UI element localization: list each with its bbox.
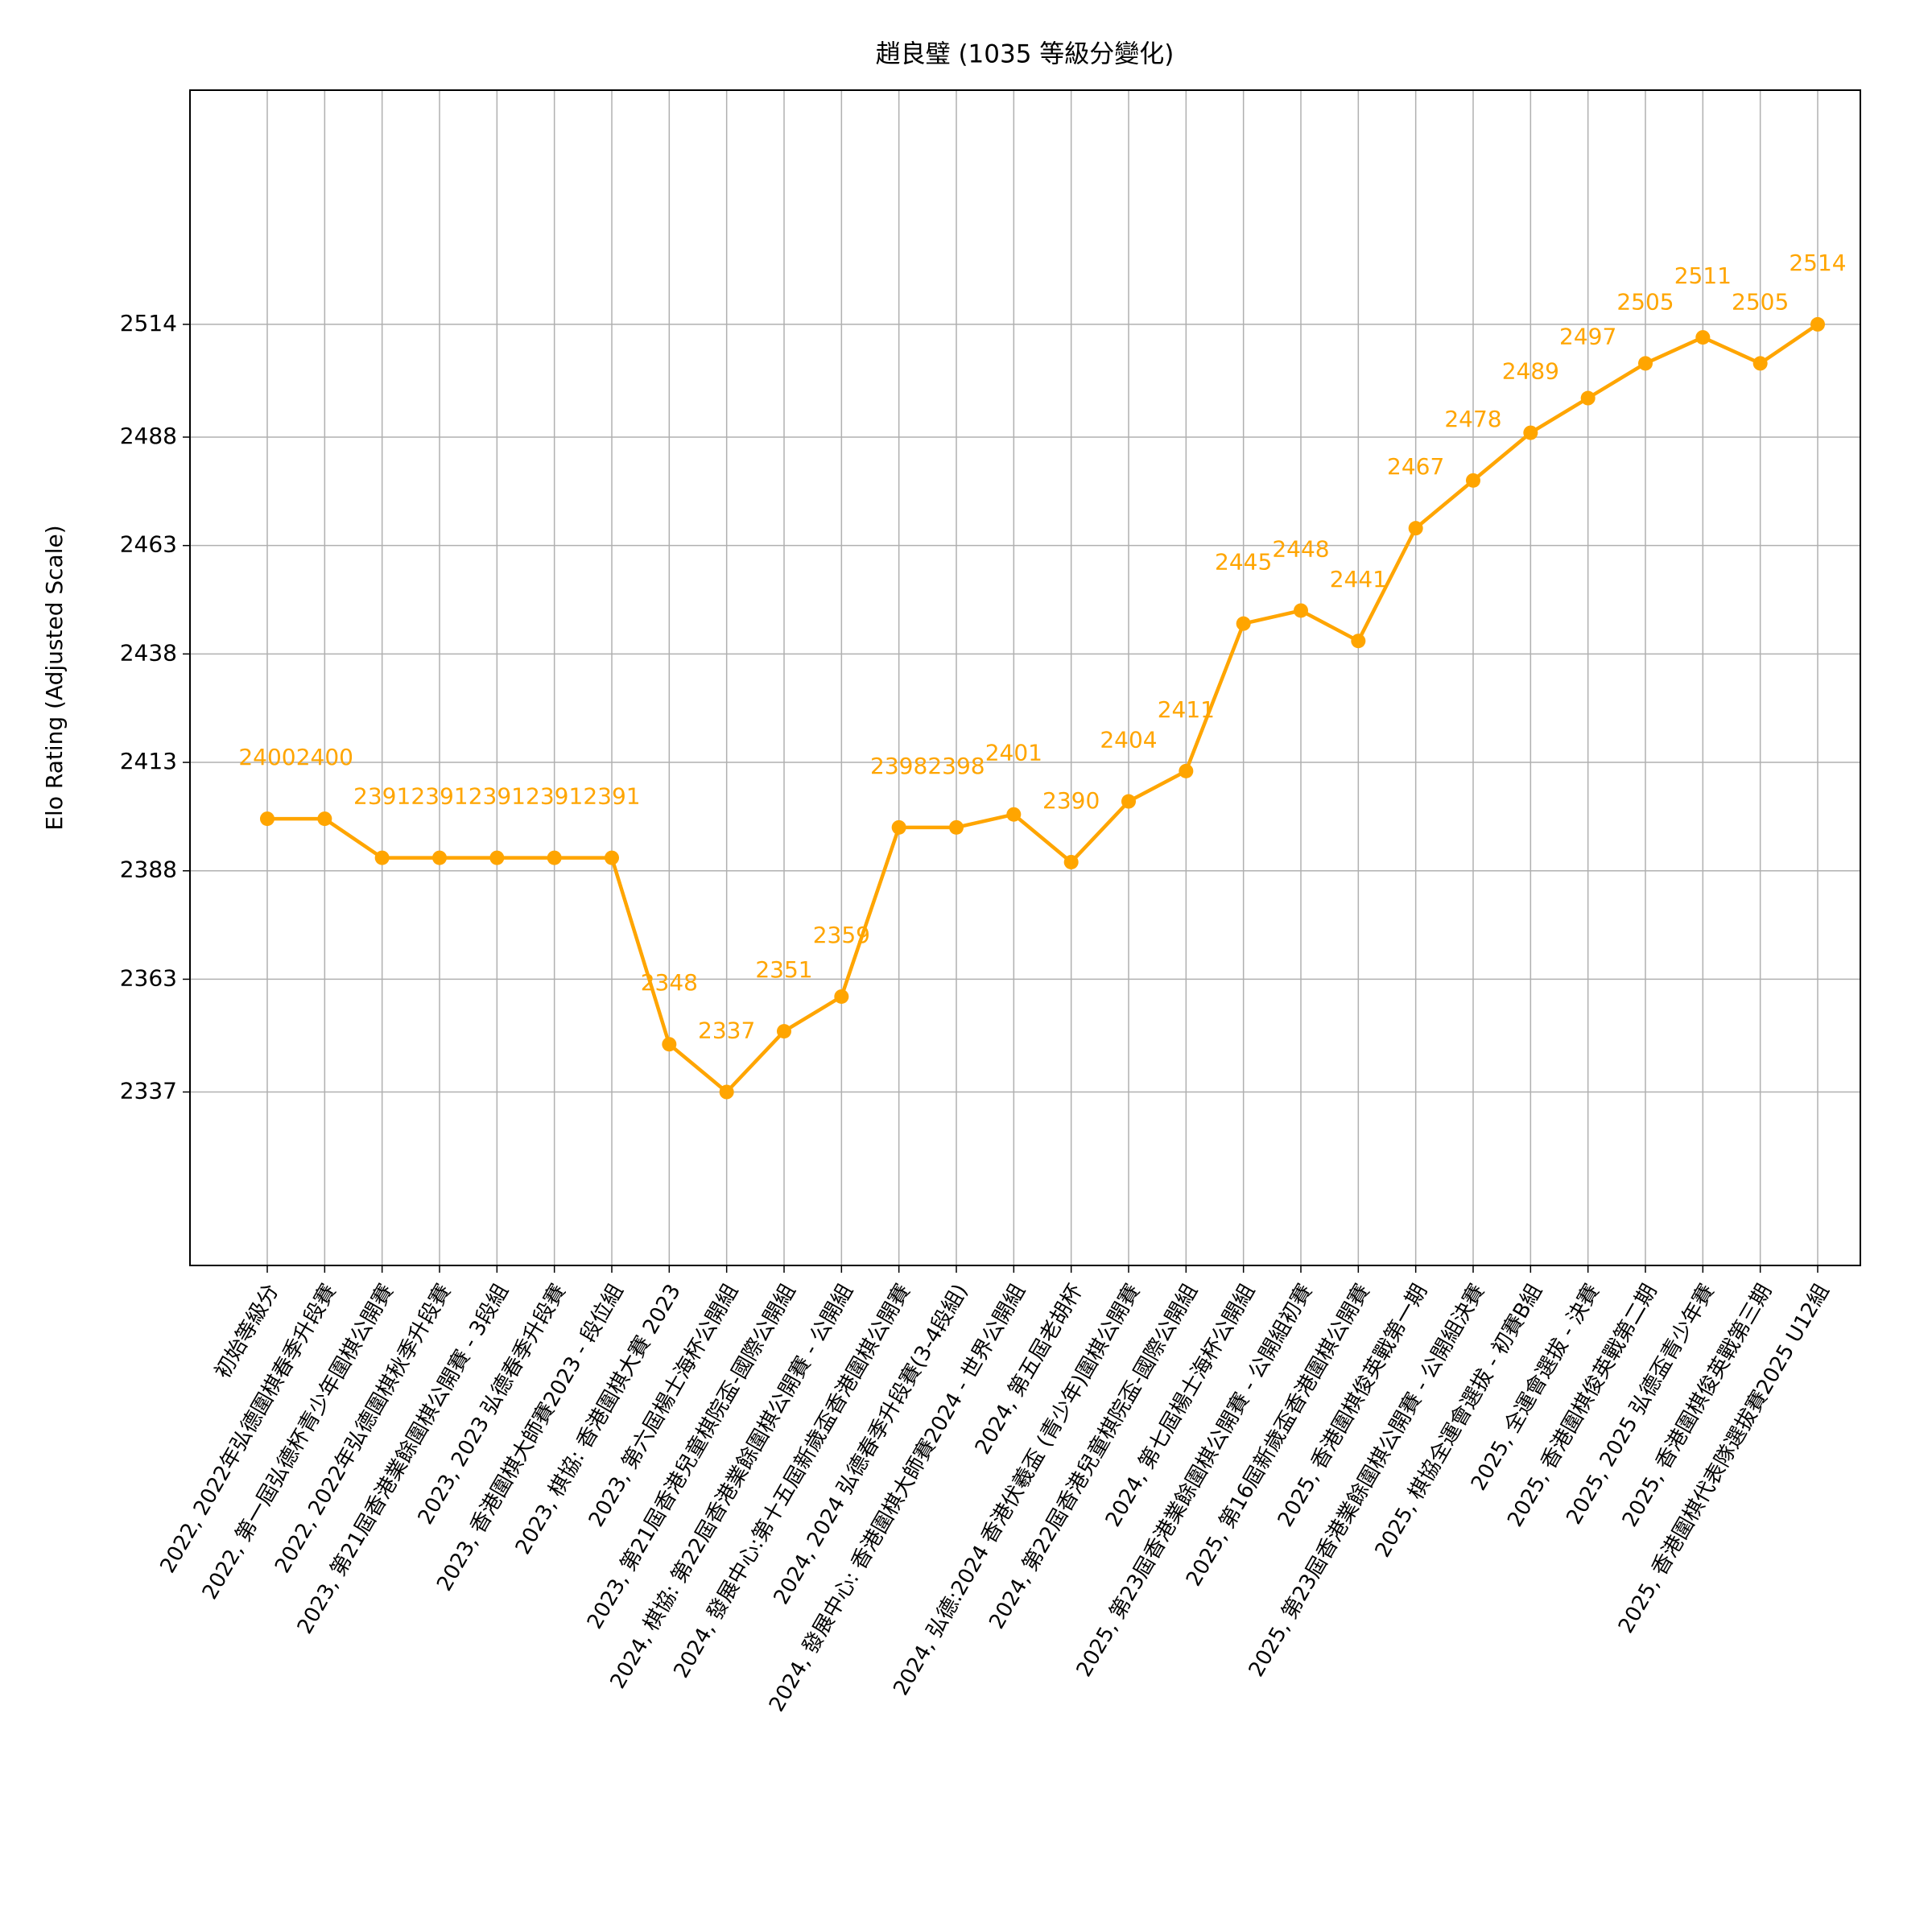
value-label: 2391 <box>526 783 583 810</box>
value-label: 2398 <box>870 753 927 779</box>
value-label: 2404 <box>1100 727 1157 753</box>
point <box>1810 316 1825 332</box>
point <box>547 850 562 865</box>
value-label: 2391 <box>583 783 640 810</box>
point <box>1523 425 1538 440</box>
y-tick-label: 2337 <box>120 1078 177 1104</box>
point <box>719 1084 734 1100</box>
y-tick-label: 2363 <box>120 964 177 991</box>
point <box>1466 473 1480 488</box>
value-label: 2511 <box>1674 262 1732 289</box>
y-tick-label: 2463 <box>120 531 177 558</box>
point <box>1121 794 1136 809</box>
value-label: 2400 <box>296 744 353 770</box>
point <box>1752 356 1768 371</box>
value-label: 2401 <box>985 740 1042 766</box>
value-label: 2348 <box>641 969 698 996</box>
chart-title: 趙良璧 (1035 等級分變化) <box>876 40 1174 69</box>
value-label: 2337 <box>698 1018 755 1044</box>
value-label: 2505 <box>1616 288 1674 315</box>
point <box>949 819 964 835</box>
value-label: 2400 <box>238 744 295 770</box>
value-label: 2514 <box>1789 250 1846 276</box>
value-label: 2497 <box>1559 324 1616 350</box>
point <box>1236 616 1251 631</box>
point <box>777 1024 791 1039</box>
value-label: 2391 <box>353 783 411 810</box>
point <box>662 1037 677 1052</box>
point <box>432 850 447 865</box>
point <box>260 811 275 827</box>
point <box>1408 521 1423 536</box>
point <box>489 850 505 865</box>
value-label: 2448 <box>1272 535 1329 562</box>
point <box>1580 390 1596 406</box>
value-label: 2441 <box>1330 566 1387 592</box>
y-tick-label: 2413 <box>120 748 177 774</box>
value-label: 2478 <box>1444 406 1501 432</box>
y-tick-label: 2388 <box>120 857 177 883</box>
point <box>834 989 849 1004</box>
value-label: 2467 <box>1387 453 1444 480</box>
plot-frame <box>189 89 1861 1266</box>
y-tick-label: 2488 <box>120 423 177 449</box>
value-label: 2505 <box>1732 288 1789 315</box>
y-axis-label: Elo Rating (Adjusted Scale) <box>41 525 68 830</box>
value-label: 2390 <box>1042 787 1100 814</box>
y-tick-label: 2438 <box>120 639 177 666</box>
line <box>267 323 1819 1094</box>
point <box>1006 807 1022 822</box>
point <box>1351 634 1366 649</box>
point <box>1179 763 1194 778</box>
value-label: 2445 <box>1215 549 1272 576</box>
value-label: 2411 <box>1158 696 1215 723</box>
point <box>1063 854 1079 869</box>
value-label: 2398 <box>927 753 985 779</box>
y-tick-label: 2514 <box>120 310 177 336</box>
value-label: 2391 <box>411 783 468 810</box>
point <box>374 850 390 865</box>
point <box>1638 356 1653 371</box>
point <box>891 819 906 835</box>
value-label: 2391 <box>469 783 526 810</box>
point <box>1695 330 1711 345</box>
point <box>317 811 332 827</box>
value-label: 2489 <box>1502 358 1559 385</box>
value-label: 2359 <box>813 922 870 948</box>
point <box>1294 603 1308 618</box>
value-label: 2351 <box>755 956 812 983</box>
point <box>605 850 619 865</box>
